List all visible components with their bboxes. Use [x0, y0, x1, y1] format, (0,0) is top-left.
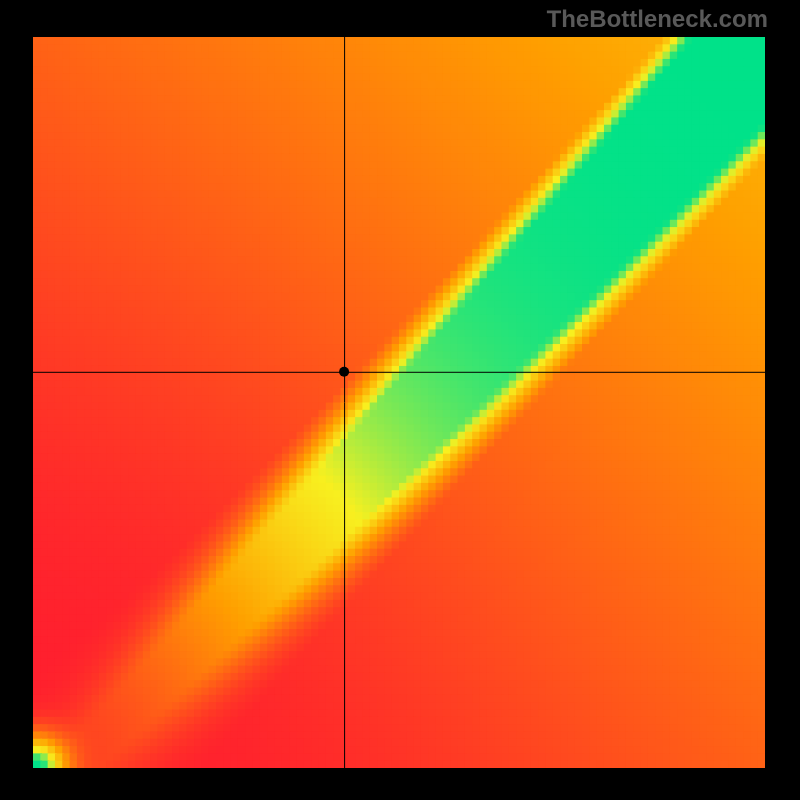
site-watermark: TheBottleneck.com — [547, 6, 768, 34]
bottleneck-heatmap — [33, 37, 765, 768]
